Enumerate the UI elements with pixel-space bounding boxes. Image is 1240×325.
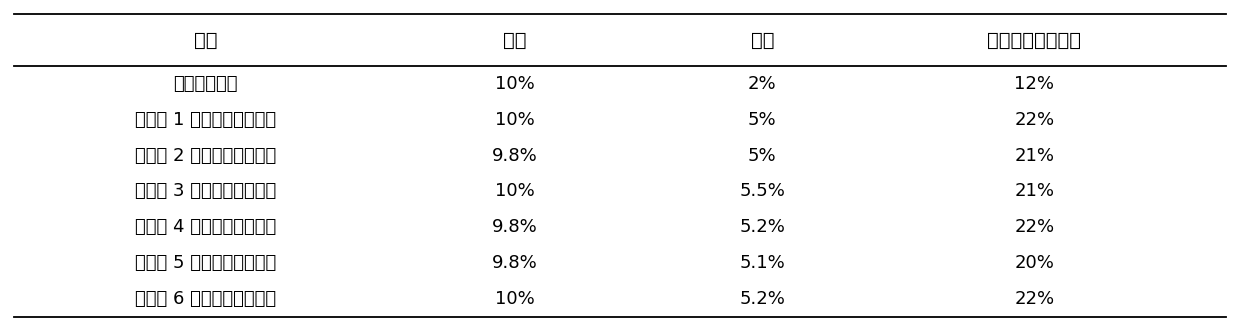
- Text: 5.2%: 5.2%: [739, 218, 785, 236]
- Text: 9.8%: 9.8%: [492, 218, 538, 236]
- Text: 12%: 12%: [1014, 75, 1054, 93]
- Text: 总酸: 总酸: [750, 31, 774, 49]
- Text: 22%: 22%: [1014, 111, 1054, 129]
- Text: 22%: 22%: [1014, 218, 1054, 236]
- Text: 实施例 4 高酸高肽发酵豆粕: 实施例 4 高酸高肽发酵豆粕: [135, 218, 277, 236]
- Text: 10%: 10%: [495, 183, 534, 201]
- Text: 2%: 2%: [748, 75, 776, 93]
- Text: 5%: 5%: [748, 147, 776, 164]
- Text: 10%: 10%: [495, 75, 534, 93]
- Text: 实施例 1 高酸高肽发酵豆粕: 实施例 1 高酸高肽发酵豆粕: [135, 111, 277, 129]
- Text: 实施例 5 高酸高肽发酵豆粕: 实施例 5 高酸高肽发酵豆粕: [135, 254, 277, 272]
- Text: 实施例 3 高酸高肽发酵豆粕: 实施例 3 高酸高肽发酵豆粕: [135, 183, 277, 201]
- Text: 21%: 21%: [1014, 183, 1054, 201]
- Text: 实施例 6 高酸高肽发酵豆粕: 实施例 6 高酸高肽发酵豆粕: [135, 290, 277, 308]
- Text: 10%: 10%: [495, 111, 534, 129]
- Text: 5%: 5%: [748, 111, 776, 129]
- Text: 样品: 样品: [193, 31, 217, 49]
- Text: 10%: 10%: [495, 290, 534, 308]
- Text: 5.5%: 5.5%: [739, 183, 785, 201]
- Text: 5.1%: 5.1%: [739, 254, 785, 272]
- Text: 21%: 21%: [1014, 147, 1054, 164]
- Text: 22%: 22%: [1014, 290, 1054, 308]
- Text: 9.8%: 9.8%: [492, 147, 538, 164]
- Text: 实施例 2 高酸高肽发酵豆粕: 实施例 2 高酸高肽发酵豆粕: [135, 147, 277, 164]
- Text: 20%: 20%: [1014, 254, 1054, 272]
- Text: 普通发酵豆粕: 普通发酵豆粕: [174, 75, 238, 93]
- Text: 水分: 水分: [503, 31, 527, 49]
- Text: 小肽（占粗蛋白）: 小肽（占粗蛋白）: [987, 31, 1081, 49]
- Text: 9.8%: 9.8%: [492, 254, 538, 272]
- Text: 5.2%: 5.2%: [739, 290, 785, 308]
